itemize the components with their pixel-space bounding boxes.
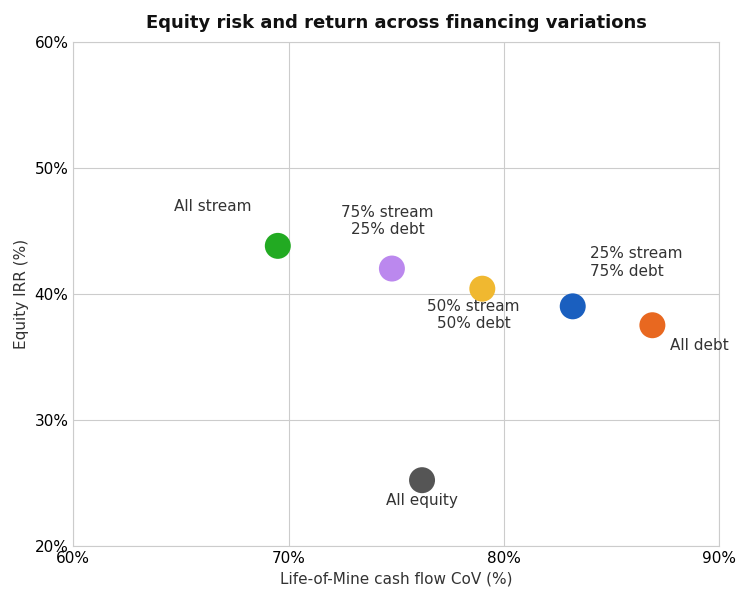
Point	[386, 264, 398, 274]
X-axis label: Life-of-Mine cash flow CoV (%): Life-of-Mine cash flow CoV (%)	[280, 571, 512, 586]
Point	[476, 284, 488, 293]
Point	[272, 241, 284, 251]
Text: All debt: All debt	[670, 338, 728, 353]
Point	[646, 320, 658, 330]
Text: 50% stream
50% debt: 50% stream 50% debt	[427, 299, 520, 331]
Point	[416, 475, 428, 485]
Text: All stream: All stream	[175, 199, 252, 214]
Y-axis label: Equity IRR (%): Equity IRR (%)	[14, 239, 29, 349]
Text: 75% stream
25% debt: 75% stream 25% debt	[341, 205, 433, 237]
Text: 25% stream
75% debt: 25% stream 75% debt	[590, 246, 682, 278]
Point	[567, 302, 579, 311]
Title: Equity risk and return across financing variations: Equity risk and return across financing …	[146, 14, 646, 32]
Text: All equity: All equity	[386, 493, 458, 508]
